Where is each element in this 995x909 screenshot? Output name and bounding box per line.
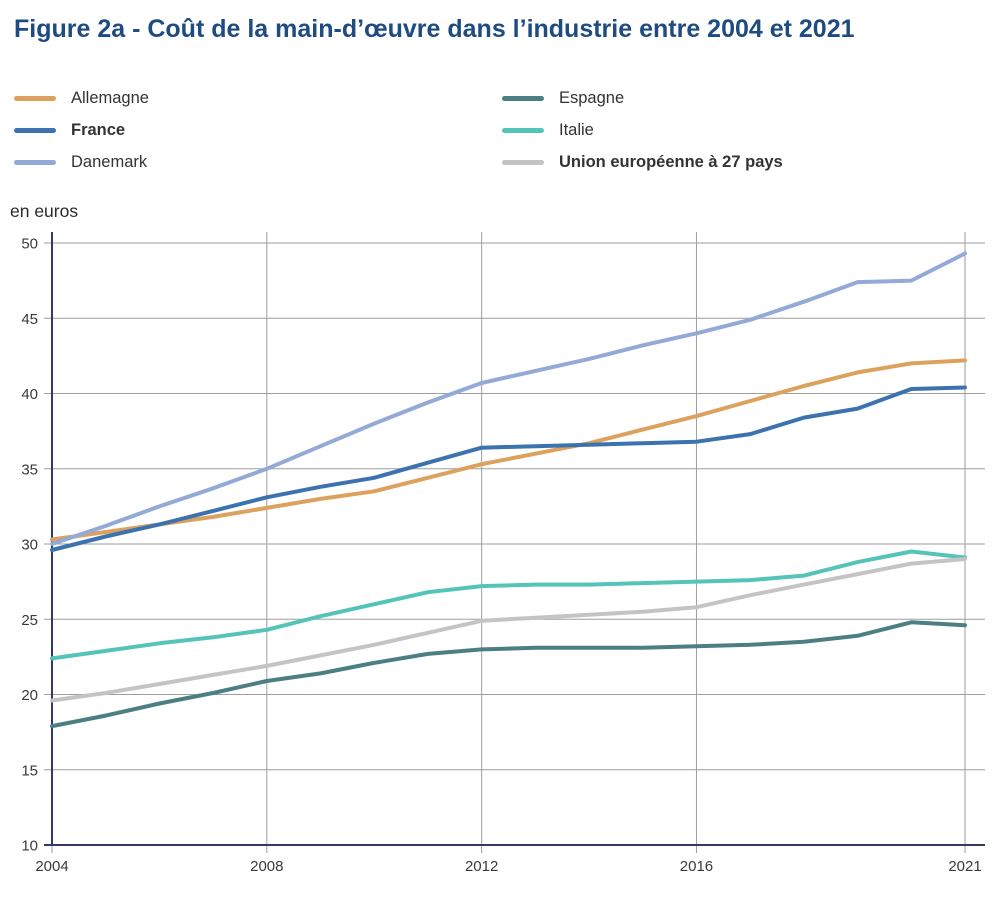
legend-item-italie: Italie	[502, 120, 783, 141]
legend-label-allemagne: Allemagne	[71, 89, 149, 107]
figure-title: Figure 2a - Coût de la main-d’œuvre dans…	[14, 15, 855, 43]
y-tick-label-30: 30	[21, 537, 38, 554]
y-tick-label-35: 35	[21, 461, 38, 478]
y-tick-label-40: 40	[21, 386, 38, 403]
y-tick-label-45: 45	[21, 311, 38, 328]
series-line-allemagne	[50, 358, 967, 542]
legend-label-italie: Italie	[559, 121, 594, 139]
x-tick-label-2021: 2021	[948, 858, 981, 875]
y-tick-label-15: 15	[21, 762, 38, 779]
legend-swatch-espagne	[502, 96, 544, 101]
legend-column-2: Espagne Italie Union européenne à 27 pays	[502, 88, 783, 173]
legend-column-1: Allemagne France Danemark	[14, 88, 502, 173]
series-line-france	[50, 385, 967, 552]
chart-legend: Allemagne France Danemark Espagne Italie Uni…	[14, 88, 783, 173]
x-tick-label-2012: 2012	[465, 858, 498, 875]
legend-swatch-union-europeenne	[502, 160, 544, 165]
y-tick-label-10: 10	[21, 838, 38, 855]
legend-swatch-italie	[502, 128, 544, 133]
x-tick-label-2008: 2008	[250, 858, 283, 875]
legend-item-allemagne: Allemagne	[14, 88, 502, 109]
series-line-italie	[50, 549, 967, 661]
legend-swatch-france	[14, 128, 56, 133]
series-line-union-europeenne	[50, 557, 967, 703]
x-tick-label-2004: 2004	[35, 858, 68, 875]
series-line-espagne	[50, 620, 967, 729]
legend-item-france: France	[14, 120, 502, 141]
y-tick-label-50: 50	[21, 236, 38, 253]
x-tick-label-2016: 2016	[680, 858, 713, 875]
legend-swatch-allemagne	[14, 96, 56, 101]
legend-swatch-danemark	[14, 160, 56, 165]
legend-label-union-europeenne: Union européenne à 27 pays	[559, 153, 783, 171]
legend-label-danemark: Danemark	[71, 153, 148, 171]
y-tick-label-25: 25	[21, 612, 38, 629]
legend-item-danemark: Danemark	[14, 152, 502, 173]
legend-label-france: France	[71, 121, 126, 139]
legend-item-union-europeenne: Union européenne à 27 pays	[502, 152, 783, 173]
legend-item-espagne: Espagne	[502, 88, 783, 109]
y-tick-label-20: 20	[21, 687, 38, 704]
legend-label-espagne: Espagne	[559, 89, 625, 107]
series-line-danemark	[50, 251, 967, 546]
y-axis-unit-label: en euros	[10, 201, 79, 221]
